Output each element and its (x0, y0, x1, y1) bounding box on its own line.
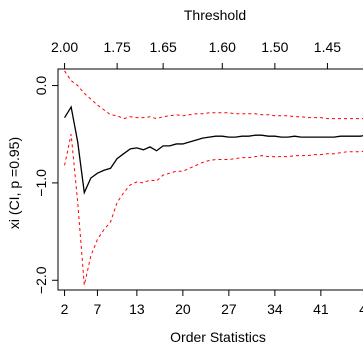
bottom-axis: 27132027344148 (61, 289, 363, 317)
y-axis-label: xi (CI, p =0.95) (6, 137, 22, 229)
top-tick-label: 1.75 (104, 39, 131, 55)
series-line-estimate (64, 105, 363, 195)
bottom-tick-label: 27 (221, 301, 237, 317)
top-tick-label: 1.60 (209, 39, 236, 55)
bottom-tick-label: 7 (94, 301, 102, 317)
top-tick-label: 1.50 (261, 39, 288, 55)
left-tick-label: 0.0 (33, 76, 49, 96)
left-tick-label: −1.0 (33, 169, 49, 197)
series-line-upper (64, 70, 363, 120)
bottom-tick-label: 20 (175, 301, 191, 317)
top-tick-label: 2.00 (51, 39, 78, 55)
series-line-lower (64, 134, 363, 286)
top-axis-title: Threshold (184, 7, 246, 23)
bottom-tick-label: 41 (313, 301, 329, 317)
left-tick-label: −2.0 (33, 266, 49, 294)
x-axis-label: Order Statistics (170, 329, 266, 345)
bottom-tick-label: 13 (129, 301, 145, 317)
top-tick-label: 1.45 (314, 39, 341, 55)
plot-area (57, 68, 363, 291)
bottom-tick-label: 48 (359, 301, 363, 317)
top-axis: 2.00 1.75 1.65 1.60 1.50 1.45 (51, 39, 341, 70)
bottom-tick-label: 34 (267, 301, 283, 317)
bottom-tick-label: 2 (61, 301, 69, 317)
series-layer (64, 70, 363, 286)
left-axis: 0.0 −1.0 −2.0 (33, 76, 59, 294)
top-tick-label: 1.65 (150, 39, 177, 55)
